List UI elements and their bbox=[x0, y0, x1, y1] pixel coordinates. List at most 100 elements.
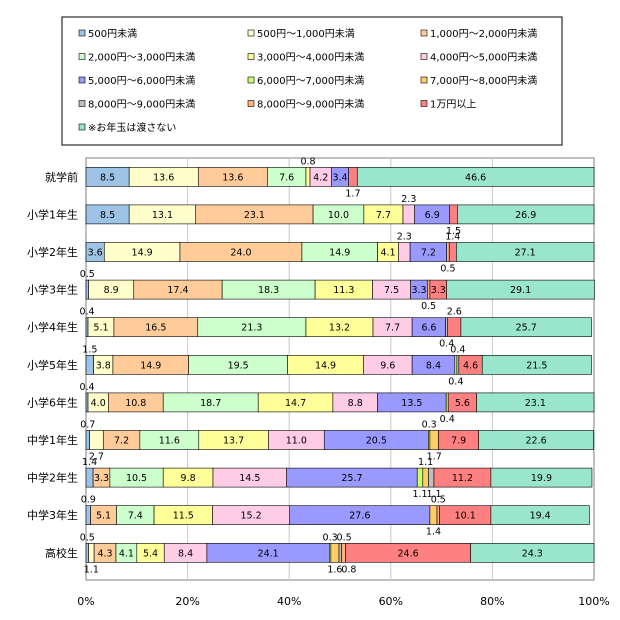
data-label: 9.8 bbox=[181, 473, 196, 484]
x-tick-label: 20% bbox=[175, 595, 199, 608]
bar-segment bbox=[446, 242, 450, 262]
bar-segment bbox=[481, 354, 592, 375]
data-label: 24.0 bbox=[230, 248, 251, 259]
category-label: 就学前 bbox=[45, 170, 78, 184]
data-label: 13.6 bbox=[222, 172, 243, 183]
data-label: 4.3 bbox=[97, 548, 112, 559]
bar-segment bbox=[454, 354, 458, 375]
data-label: 0.4 bbox=[79, 307, 94, 318]
data-label: 26.9 bbox=[515, 210, 536, 221]
bar-segment bbox=[330, 542, 340, 563]
data-label: 3.6 bbox=[88, 248, 103, 259]
bar-segment bbox=[490, 467, 593, 488]
data-label: 18.3 bbox=[258, 285, 279, 296]
data-label: 13.7 bbox=[223, 436, 244, 447]
data-label: 0.4 bbox=[439, 339, 454, 350]
data-label: 0.3 bbox=[323, 532, 338, 543]
bar-segment bbox=[447, 317, 462, 338]
bar-segment bbox=[470, 542, 595, 563]
data-label: 7.9 bbox=[451, 436, 466, 447]
bar-segment bbox=[85, 542, 89, 563]
data-label: 0.5 bbox=[431, 495, 446, 506]
bar-segment bbox=[85, 317, 89, 338]
legend-swatch bbox=[78, 53, 86, 60]
bar-segment bbox=[460, 317, 592, 338]
data-label: 25.7 bbox=[516, 323, 537, 334]
data-label: 8.5 bbox=[100, 172, 115, 183]
data-label: 8.8 bbox=[348, 398, 363, 409]
legend-label: 7,000円～8,000円未満 bbox=[430, 75, 537, 87]
data-label: 1.7 bbox=[427, 452, 442, 463]
data-label: 20.5 bbox=[366, 436, 387, 447]
data-label: 1.4 bbox=[426, 527, 441, 538]
bar-segment bbox=[85, 467, 94, 488]
data-label: 4.2 bbox=[313, 172, 328, 183]
data-label: 7.7 bbox=[376, 210, 391, 221]
category-label: 小学1年生 bbox=[27, 207, 78, 221]
data-label: 3.3 bbox=[431, 285, 446, 296]
data-label: 0.5 bbox=[80, 269, 95, 280]
data-label: 3.3 bbox=[94, 473, 109, 484]
data-label: 10.1 bbox=[455, 511, 476, 522]
bar-segment bbox=[448, 242, 457, 262]
data-label: 4.1 bbox=[119, 548, 134, 559]
legend-label: 2,000円～3,000円未満 bbox=[88, 52, 195, 64]
data-label: 6.6 bbox=[421, 323, 436, 334]
data-label: 11.2 bbox=[452, 473, 473, 484]
data-label: 7.2 bbox=[114, 436, 129, 447]
bar-segment bbox=[429, 505, 438, 526]
category-label: 中学1年生 bbox=[27, 433, 78, 447]
data-label: 3.3 bbox=[411, 285, 426, 296]
plot-area: 0% 20% 40% 60% 80% 100% 就学前 8.5 13.6 13.6 7.6 4.2 3.… bbox=[27, 156, 610, 608]
legend-swatch bbox=[247, 53, 255, 60]
bar-segment bbox=[402, 204, 415, 225]
data-label: 3.8 bbox=[96, 360, 111, 371]
data-label: 3.4 bbox=[332, 172, 347, 183]
bar-segment bbox=[85, 505, 91, 526]
category-label: 中学3年生 bbox=[27, 508, 78, 522]
data-label: 0.9 bbox=[81, 495, 96, 506]
data-label: 1.1 bbox=[426, 489, 441, 500]
data-label: 21.5 bbox=[526, 360, 547, 371]
data-label: 29.1 bbox=[510, 285, 531, 296]
data-label: 16.5 bbox=[145, 323, 166, 334]
data-label: 0.4 bbox=[450, 344, 465, 355]
legend-swatch bbox=[420, 76, 428, 84]
data-label: 10.8 bbox=[125, 398, 146, 409]
legend-label: 3,000円～4,000円未満 bbox=[257, 52, 364, 64]
bar-segment bbox=[456, 242, 595, 262]
legend-swatch bbox=[78, 29, 86, 37]
data-label: 10.0 bbox=[328, 210, 349, 221]
data-label: 8.9 bbox=[104, 285, 119, 296]
category-label: 小学3年生 bbox=[27, 283, 78, 297]
data-label: 19.5 bbox=[228, 360, 249, 371]
data-label: 13.6 bbox=[153, 172, 174, 183]
legend-swatch bbox=[78, 76, 86, 84]
data-label: 0.8 bbox=[300, 156, 315, 167]
data-label: 7.6 bbox=[279, 172, 294, 183]
data-label: 1.1 bbox=[412, 489, 427, 500]
x-tick-label: 60% bbox=[379, 595, 403, 608]
data-label: 0.5 bbox=[421, 301, 436, 312]
data-label: 22.6 bbox=[526, 436, 547, 447]
data-label: 0.5 bbox=[337, 532, 352, 543]
data-label: 21.3 bbox=[241, 323, 262, 334]
data-label: 0.5 bbox=[440, 264, 455, 275]
data-label: 23.1 bbox=[244, 210, 265, 221]
data-label: 7.2 bbox=[421, 248, 436, 259]
bar-segment bbox=[429, 430, 439, 450]
bar-segment bbox=[446, 279, 595, 300]
legend-swatch bbox=[247, 76, 255, 84]
data-label: 8.4 bbox=[426, 360, 441, 371]
data-label: 19.4 bbox=[530, 511, 551, 522]
data-label: 11.3 bbox=[333, 285, 354, 296]
data-label: 11.0 bbox=[286, 436, 307, 447]
data-label: 14.9 bbox=[140, 360, 161, 371]
legend-swatch bbox=[78, 123, 86, 131]
data-label: 1.4 bbox=[82, 457, 97, 468]
bar-segment bbox=[456, 354, 460, 375]
data-label: 46.6 bbox=[465, 172, 486, 183]
data-label: 0.3 bbox=[422, 420, 437, 431]
category-label: 小学4年生 bbox=[27, 320, 78, 334]
